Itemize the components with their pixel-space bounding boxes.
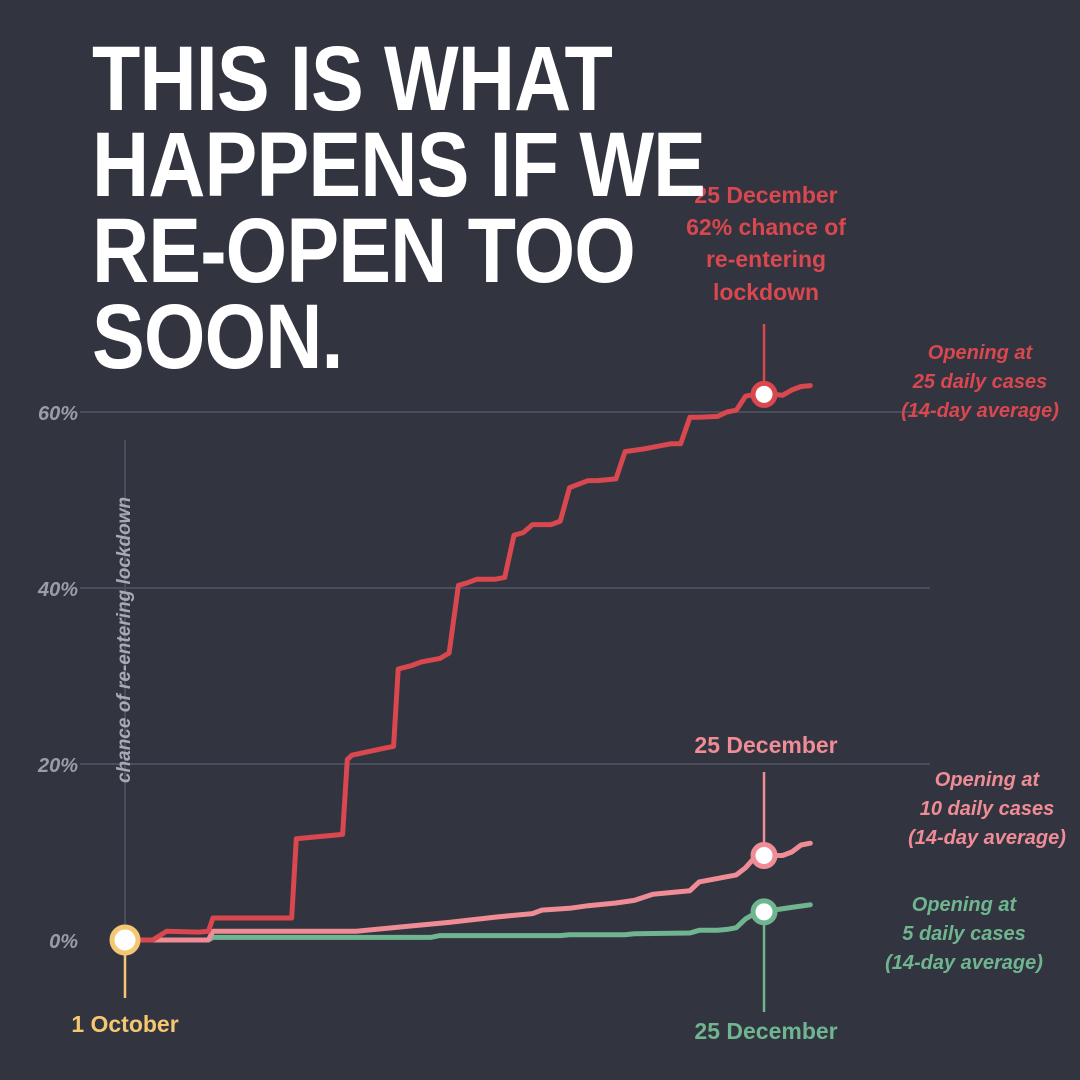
- callout-dot-0: [750, 380, 778, 408]
- callout-dot-2: [750, 898, 778, 926]
- callout-dot-1: [750, 842, 778, 870]
- y-tick-label: 0%: [49, 931, 78, 953]
- y-tick-label: 40%: [37, 579, 78, 601]
- series-label-2-2: (14-day average): [885, 952, 1043, 974]
- callout-text-0-2: lockdown: [713, 279, 819, 305]
- series-label-2-0: Opening at: [912, 894, 1018, 916]
- callout-text-0-1: re-entering: [706, 246, 826, 272]
- callout-date-0: 25 December: [694, 182, 837, 208]
- callout-date-1: 25 December: [694, 732, 837, 758]
- series-line-25-cases: [122, 383, 813, 943]
- headline-line-2: HAPPENS IF WE: [92, 114, 706, 216]
- headline-line-1: THIS IS WHAT: [92, 28, 613, 130]
- headline-line-4: SOON.: [92, 286, 344, 388]
- series-label-1-0: Opening at: [935, 769, 1041, 791]
- series-label-1-2: (14-day average): [908, 827, 1066, 849]
- series-label-2-1: 5 daily cases: [902, 923, 1025, 945]
- series-label-1-1: 10 daily cases: [920, 798, 1055, 820]
- series-label-0-2: (14-day average): [901, 400, 1059, 422]
- y-axis-label: chance of re-entering lockdown: [114, 497, 135, 783]
- headline: THIS IS WHAT HAPPENS IF WE RE-OPEN TOO S…: [92, 28, 706, 388]
- headline-line-3: RE-OPEN TOO: [92, 200, 636, 302]
- callout-date-2: 25 December: [694, 1018, 837, 1044]
- y-tick-label: 20%: [37, 755, 78, 777]
- y-tick-label: 60%: [38, 403, 78, 425]
- callout-text-0-0: 62% chance of: [686, 214, 846, 240]
- series-label-0-0: Opening at: [928, 342, 1034, 364]
- start-marker-dot: [109, 924, 141, 956]
- series-label-0-1: 25 daily cases: [912, 371, 1048, 393]
- start-marker-label: 1 October: [71, 1011, 178, 1037]
- series-line-10-cases: [122, 840, 813, 943]
